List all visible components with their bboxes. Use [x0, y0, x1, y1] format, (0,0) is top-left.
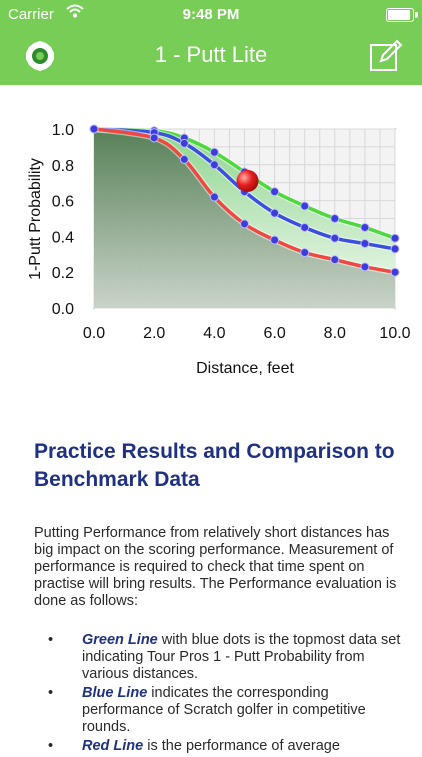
data-point-blue — [300, 222, 310, 232]
x-tick-label: 2.0 — [143, 325, 165, 342]
bullet-dot: • — [48, 632, 54, 648]
x-tick-label: 0.0 — [83, 325, 105, 342]
y-tick-label: 0.4 — [52, 229, 74, 246]
data-point-red — [360, 262, 370, 272]
data-point-green — [330, 214, 340, 223]
data-point-red — [240, 219, 249, 229]
data-point-green — [270, 187, 280, 197]
data-point-green — [360, 222, 370, 232]
bullet-dot: • — [48, 738, 54, 754]
data-point-blue — [360, 239, 370, 249]
data-point-green — [300, 201, 310, 211]
data-point-red — [330, 255, 340, 265]
status-bar: Carrier 9:48 PM — [0, 0, 422, 28]
series-line-red — [92, 127, 397, 274]
gear-icon[interactable] — [22, 38, 58, 74]
x-tick-label: 6.0 — [263, 325, 285, 342]
y-axis-label: 1-Putt Probability — [27, 158, 44, 280]
series-name-blue: Blue Line — [82, 685, 148, 701]
data-point-blue — [209, 160, 219, 170]
data-point-red — [300, 248, 310, 258]
data-point-red — [390, 267, 400, 277]
probability-chart: 0.0 0.2 0.4 0.6 0.8 1.0 0.0 2.0 4.0 6.0 8.0 10.0 D… — [27, 122, 411, 377]
data-point-red — [89, 124, 99, 134]
y-tick-labels: 0.0 0.2 0.4 0.6 0.8 1.0 — [52, 122, 74, 318]
data-point-blue — [179, 138, 189, 148]
series-line-green — [92, 127, 397, 240]
bullet-text: with blue dots is the topmost data set i… — [82, 632, 401, 682]
x-tick-labels: 0.0 2.0 4.0 6.0 8.0 10.0 — [83, 325, 411, 342]
data-point-green — [209, 147, 219, 157]
edit-icon[interactable] — [368, 38, 404, 74]
x-tick-label: 8.0 — [324, 325, 346, 342]
y-tick-label: 0.0 — [52, 301, 74, 318]
data-point-red — [149, 133, 159, 143]
clock: 9:48 PM — [182, 6, 240, 23]
x-axis-label: Distance, feet — [196, 360, 294, 377]
section-heading: Practice Results and Comparison to Bench… — [34, 440, 395, 491]
battery-icon — [386, 8, 418, 22]
y-tick-label: 1.0 — [52, 122, 74, 139]
list-item: • Blue Line indicates the corresponding p… — [34, 685, 404, 736]
list-item: • Red Line is the performance of average — [34, 738, 404, 755]
series-name-green: Green Line — [82, 632, 158, 648]
data-point-green — [390, 233, 400, 243]
carrier-label: Carrier — [8, 6, 54, 23]
red-area-fill — [94, 129, 395, 308]
y-tick-label: 0.2 — [52, 265, 74, 282]
data-point-red — [270, 235, 280, 245]
series-line-blue — [92, 127, 397, 251]
intro-paragraph: Putting Performance from relatively shor… — [34, 525, 397, 609]
list-item: • Green Line with blue dots is the topmos… — [34, 632, 404, 683]
y-tick-label: 0.8 — [52, 158, 74, 175]
bullet-dot: • — [48, 685, 54, 701]
data-point-red — [179, 154, 189, 164]
series-lines — [91, 126, 398, 276]
bullet-text: indicates the corresponding performance … — [82, 685, 366, 735]
x-tick-label: 4.0 — [203, 325, 225, 342]
y-tick-label: 0.6 — [52, 194, 74, 211]
data-point-blue — [390, 244, 400, 254]
data-point-blue — [330, 233, 340, 243]
current-marker[interactable] — [236, 169, 259, 192]
data-point-red — [209, 192, 219, 202]
x-tick-label: 10.0 — [379, 325, 410, 342]
app-header: Carrier 9:48 PM 1 - Putt Lite — [0, 0, 422, 85]
series-name-red: Red Line — [82, 738, 144, 754]
page-title: 1 - Putt Lite — [154, 42, 268, 67]
legend-explanation-list: • Green Line with blue dots is the topmos… — [34, 632, 404, 757]
bullet-text: is the performance of average — [143, 738, 340, 754]
wifi-icon — [66, 4, 84, 22]
data-point-blue — [270, 208, 280, 218]
series-points — [89, 124, 400, 277]
